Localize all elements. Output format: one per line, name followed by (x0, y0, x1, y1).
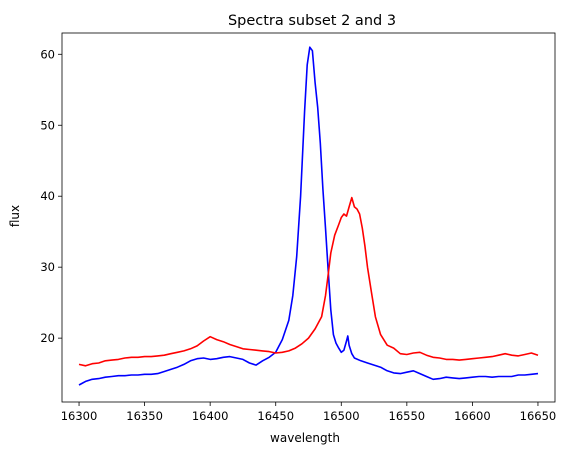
series-line-2 (78, 196, 539, 367)
x-tick-label: 16450 (257, 409, 294, 423)
x-tick-label: 16350 (126, 409, 163, 423)
x-tick-label: 16500 (323, 409, 360, 423)
y-axis-label: flux (8, 205, 22, 227)
x-tick-label: 16600 (454, 409, 491, 423)
plot-frame (61, 32, 556, 403)
y-tick-label: 20 (40, 331, 55, 345)
x-tick-label: 16650 (520, 409, 557, 423)
y-tick-label: 50 (40, 118, 55, 132)
x-tick-label: 16300 (61, 409, 98, 423)
x-tick-label: 16550 (389, 409, 426, 423)
chart-title: Spectra subset 2 and 3 (228, 13, 396, 29)
plot-lines (78, 46, 539, 386)
y-tick-label: 30 (40, 260, 55, 274)
x-axis-ticks: 16300 16350 16400 16450 16500 16550 16600 16650 (61, 402, 557, 423)
y-tick-label: 40 (40, 189, 55, 203)
series-line-1 (78, 46, 539, 386)
y-axis-ticks: 20 30 40 50 60 (40, 47, 62, 345)
x-tick-label: 16400 (192, 409, 229, 423)
y-tick-label: 60 (40, 47, 55, 61)
x-axis-label: wavelength (270, 431, 340, 445)
